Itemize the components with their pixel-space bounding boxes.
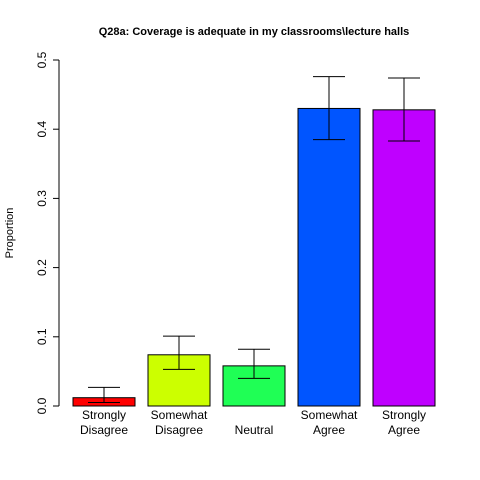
error-bar <box>313 76 345 141</box>
category-labels: Strongly Disagree Somewhat Disagree Neutral S… <box>80 408 426 437</box>
bar <box>372 109 436 407</box>
category-label: Strongly Agree <box>382 408 426 437</box>
error-bars <box>88 76 420 404</box>
chart-title: Q28a: Coverage is adequate in my classro… <box>99 26 410 38</box>
category-label: Neutral <box>235 423 274 437</box>
error-bar <box>238 348 270 379</box>
category-label: Strongly Disagree <box>80 408 128 437</box>
y-axis-title: Proportion <box>4 208 16 259</box>
error-bar <box>388 77 420 142</box>
y-axis: 0.0 0.1 0.2 0.3 0.4 0.5 <box>35 51 60 414</box>
y-tick-label: 0.2 <box>35 259 49 276</box>
bars <box>72 107 436 407</box>
y-tick-label: 0.1 <box>35 328 49 345</box>
bar <box>297 107 361 407</box>
y-tick-label: 0.3 <box>35 190 49 207</box>
category-label: Somewhat Agree <box>301 408 358 437</box>
y-tick-label: 0.5 <box>35 51 49 68</box>
y-tick-label: 0.0 <box>35 397 49 414</box>
category-label: Somewhat Disagree <box>151 408 208 437</box>
error-bar <box>163 335 195 370</box>
error-bar <box>88 386 120 404</box>
y-tick-label: 0.4 <box>35 121 49 138</box>
bar <box>222 365 286 407</box>
